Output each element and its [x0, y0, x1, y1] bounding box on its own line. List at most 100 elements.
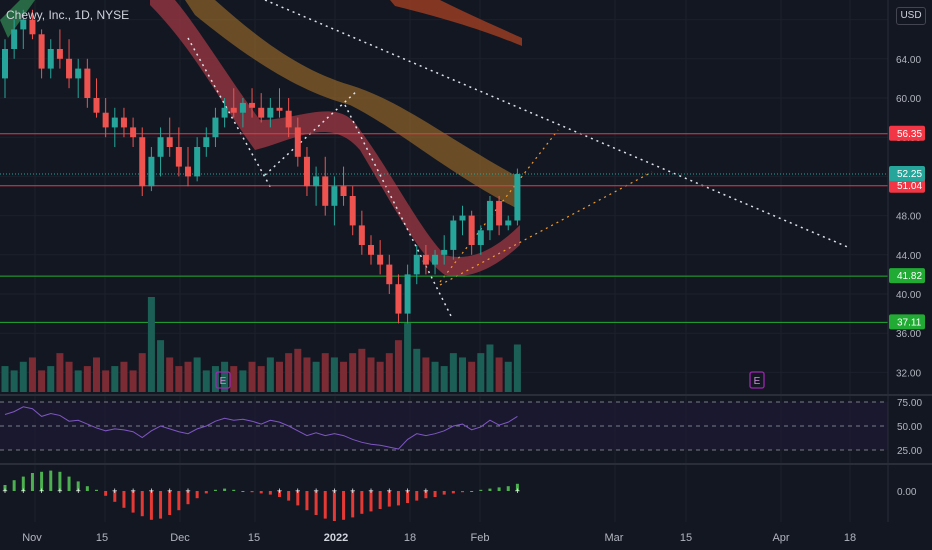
candle-body	[230, 107, 237, 113]
candle[interactable]	[313, 166, 320, 206]
oscillator-pane: 0.00 + + + + + + + + + + + + + + + + + + + +	[0, 463, 932, 521]
oscillator-bar	[95, 489, 98, 491]
candle[interactable]	[377, 240, 384, 275]
candle[interactable]	[157, 127, 164, 177]
volume-bar	[404, 322, 412, 392]
volume-bar	[56, 353, 64, 392]
earnings-marker-label: E	[754, 376, 761, 387]
symbol-title[interactable]: Chewy, Inc., 1D, NYSE	[6, 8, 130, 22]
candle[interactable]	[450, 215, 457, 260]
candle[interactable]	[130, 117, 137, 147]
candle[interactable]	[349, 186, 356, 236]
volume-bar	[111, 366, 119, 392]
price-tag-37.11: 37.11	[889, 314, 925, 330]
candle[interactable]	[166, 117, 173, 157]
candle[interactable]	[322, 156, 329, 216]
candle-body	[368, 245, 374, 255]
earnings-marker-box	[749, 371, 765, 389]
candle[interactable]	[496, 196, 503, 236]
time-tick-label: Apr	[772, 532, 789, 544]
candle[interactable]	[230, 88, 237, 118]
candle[interactable]	[29, 9, 36, 40]
candle-body	[203, 137, 210, 147]
candle[interactable]	[84, 58, 91, 108]
candle[interactable]	[239, 98, 246, 128]
candle[interactable]	[413, 245, 420, 285]
candle[interactable]	[358, 210, 365, 255]
oscillator-bar	[30, 473, 34, 491]
candle[interactable]	[340, 166, 347, 206]
candle[interactable]	[285, 98, 292, 138]
candle[interactable]	[212, 107, 219, 147]
volume-bar	[230, 366, 238, 392]
candle[interactable]	[47, 39, 54, 79]
volume-bar	[10, 370, 18, 392]
volume-bar	[38, 370, 46, 392]
candle[interactable]	[175, 127, 182, 177]
candle[interactable]	[93, 78, 100, 118]
price-tag-56.35: 56.35	[889, 125, 925, 141]
earnings-marker[interactable]: E	[749, 371, 765, 389]
volume-bar	[477, 353, 485, 392]
candle[interactable]	[120, 107, 127, 138]
candle[interactable]	[386, 254, 393, 294]
candle[interactable]	[267, 98, 274, 128]
candle[interactable]	[422, 245, 429, 275]
candle[interactable]	[2, 39, 8, 98]
candle[interactable]	[486, 196, 493, 241]
price-tag-box	[889, 125, 925, 141]
slow-ma-ribbon	[185, 0, 520, 210]
fast-ma-ribbon	[150, 0, 520, 277]
candle[interactable]	[294, 117, 301, 167]
candle[interactable]	[258, 93, 265, 123]
candle-body	[377, 254, 384, 265]
candle[interactable]	[395, 274, 402, 324]
candle[interactable]	[477, 225, 484, 255]
volume-bar	[468, 361, 476, 392]
price-tag-box	[889, 314, 925, 330]
candle-body	[450, 220, 457, 250]
oscillator-bar	[268, 491, 272, 495]
volume-bar	[221, 361, 229, 392]
candle[interactable]	[194, 137, 201, 182]
trend-lines	[187, 0, 851, 319]
candle[interactable]	[432, 249, 439, 275]
price-tag-box	[889, 165, 925, 181]
candle[interactable]	[148, 147, 155, 192]
candle[interactable]	[139, 127, 146, 196]
candle[interactable]	[66, 39, 73, 89]
currency-button[interactable]: USD	[896, 7, 926, 25]
candle[interactable]	[441, 235, 448, 265]
candle[interactable]	[221, 98, 228, 128]
candle[interactable]	[56, 29, 63, 69]
candle-body	[313, 176, 320, 187]
candle-body	[120, 117, 127, 128]
candle-body	[303, 156, 310, 187]
volume-bar	[459, 357, 466, 392]
volume-bar	[340, 361, 348, 392]
candle[interactable]	[331, 176, 338, 226]
candle[interactable]	[102, 98, 109, 138]
candle[interactable]	[303, 147, 310, 196]
volume-bar	[19, 361, 27, 392]
candle[interactable]	[75, 58, 82, 98]
candle[interactable]	[368, 235, 374, 265]
candle[interactable]	[11, 19, 18, 59]
candle[interactable]	[111, 107, 118, 147]
oscillator-cross-marker: +	[277, 486, 282, 496]
candle[interactable]	[276, 88, 283, 118]
candle[interactable]	[203, 127, 210, 157]
candle[interactable]	[459, 205, 466, 236]
candle[interactable]	[185, 147, 191, 187]
candle[interactable]	[468, 210, 475, 255]
earnings-marker[interactable]: E	[215, 371, 231, 389]
candle[interactable]	[249, 88, 256, 118]
candle[interactable]	[38, 29, 45, 79]
candle[interactable]	[505, 215, 512, 231]
volume-bar	[376, 361, 384, 392]
candle[interactable]	[404, 264, 411, 324]
candle-body	[111, 117, 118, 128]
candle[interactable]	[514, 168, 521, 226]
candle[interactable]	[20, 9, 27, 49]
